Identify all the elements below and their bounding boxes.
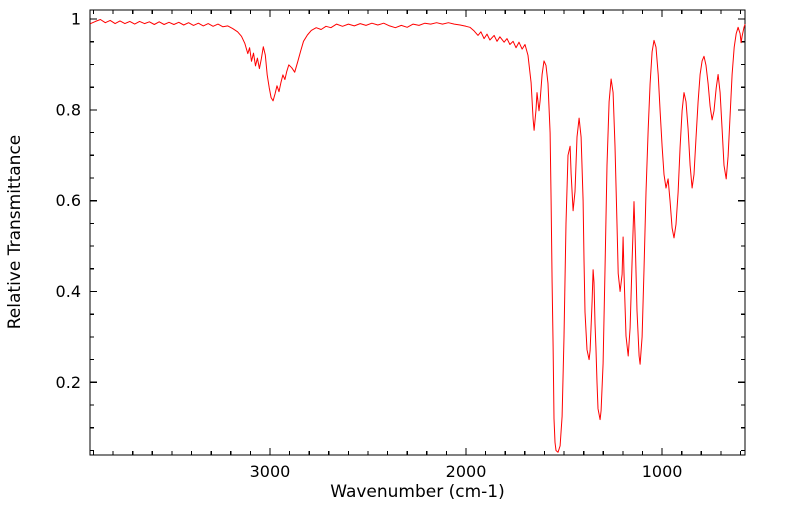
y-axis-label: Relative Transmittance <box>5 134 25 330</box>
y-tick-label: 0.4 <box>56 282 81 301</box>
y-tick-label: 0.6 <box>56 191 81 210</box>
plot-frame <box>89 9 746 456</box>
x-tick-label: 1000 <box>642 462 683 481</box>
y-tick-label: 0.8 <box>56 100 81 119</box>
spectrum-trace <box>90 19 746 453</box>
x-tick-label: 2000 <box>446 462 487 481</box>
y-tick-label: 0.2 <box>56 373 81 392</box>
x-tick-label: 3000 <box>250 462 291 481</box>
y-tick-label: 1 <box>71 10 81 29</box>
x-axis-label: Wavenumber (cm-1) <box>330 482 505 502</box>
